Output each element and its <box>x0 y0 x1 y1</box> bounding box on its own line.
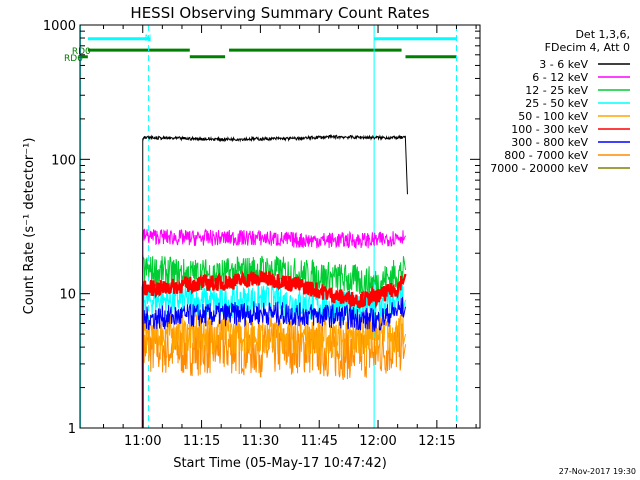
x-tick-label: 11:45 <box>300 434 337 449</box>
x-tick-label: 11:15 <box>183 434 220 449</box>
x-tick-label: 11:30 <box>242 434 279 449</box>
y-tick-label: 100 <box>51 153 76 168</box>
y-tick-label: 10 <box>59 288 76 303</box>
legend-entry-label: 100 - 300 keV <box>511 123 588 136</box>
series-layer <box>141 133 408 428</box>
footer-timestamp: 27-Nov-2017 19:30 <box>559 467 636 476</box>
y-tick-label: 1000 <box>43 19 76 34</box>
legend-entry-label: 50 - 100 keV <box>518 110 588 123</box>
legend-header-line-2: FDecim 4, Att 0 <box>545 41 630 54</box>
y-tick-label: 1 <box>68 422 76 437</box>
x-axis-label: Start Time (05-May-17 10:47:42) <box>173 456 387 471</box>
y-axis-label: Count Rate (s⁻¹ detector⁻¹) <box>22 138 37 315</box>
flag-label-n: N <box>145 34 152 44</box>
flag-label-rd0: RD0 <box>72 47 91 57</box>
x-tick-label: 12:00 <box>359 434 396 449</box>
x-tick-label: 12:15 <box>418 434 455 449</box>
series-line-3-to-6keV <box>142 133 408 428</box>
legend-entry-label: 3 - 6 keV <box>539 58 588 71</box>
series-line-50-to-100keV <box>142 313 406 428</box>
legend-entry-label: 6 - 12 keV <box>532 71 588 84</box>
legend-header-line-1: Det 1,3,6, <box>575 28 630 41</box>
y-axis: 1 10 100 1000 <box>43 19 480 437</box>
flag-label-rd6: RD6 <box>64 54 83 64</box>
legend-entry-label: 800 - 7000 keV <box>504 149 588 162</box>
x-tick-label: 11:00 <box>124 434 161 449</box>
series-line-100-to-300keV <box>141 269 407 428</box>
chart-title: HESSI Observing Summary Count Rates <box>130 4 429 22</box>
legend-entry-label: 300 - 800 keV <box>511 136 588 149</box>
legend-entry-label: 12 - 25 keV <box>525 84 588 97</box>
x-axis: 11:00 11:15 11:30 11:45 12:00 12:15 <box>103 25 477 449</box>
legend-entry-label: 25 - 50 keV <box>525 97 588 110</box>
series-line-6-to-12keV <box>142 228 406 428</box>
series-line-300-to-800keV <box>142 296 406 428</box>
legend-entry-label: 7000 - 20000 keV <box>490 162 588 175</box>
